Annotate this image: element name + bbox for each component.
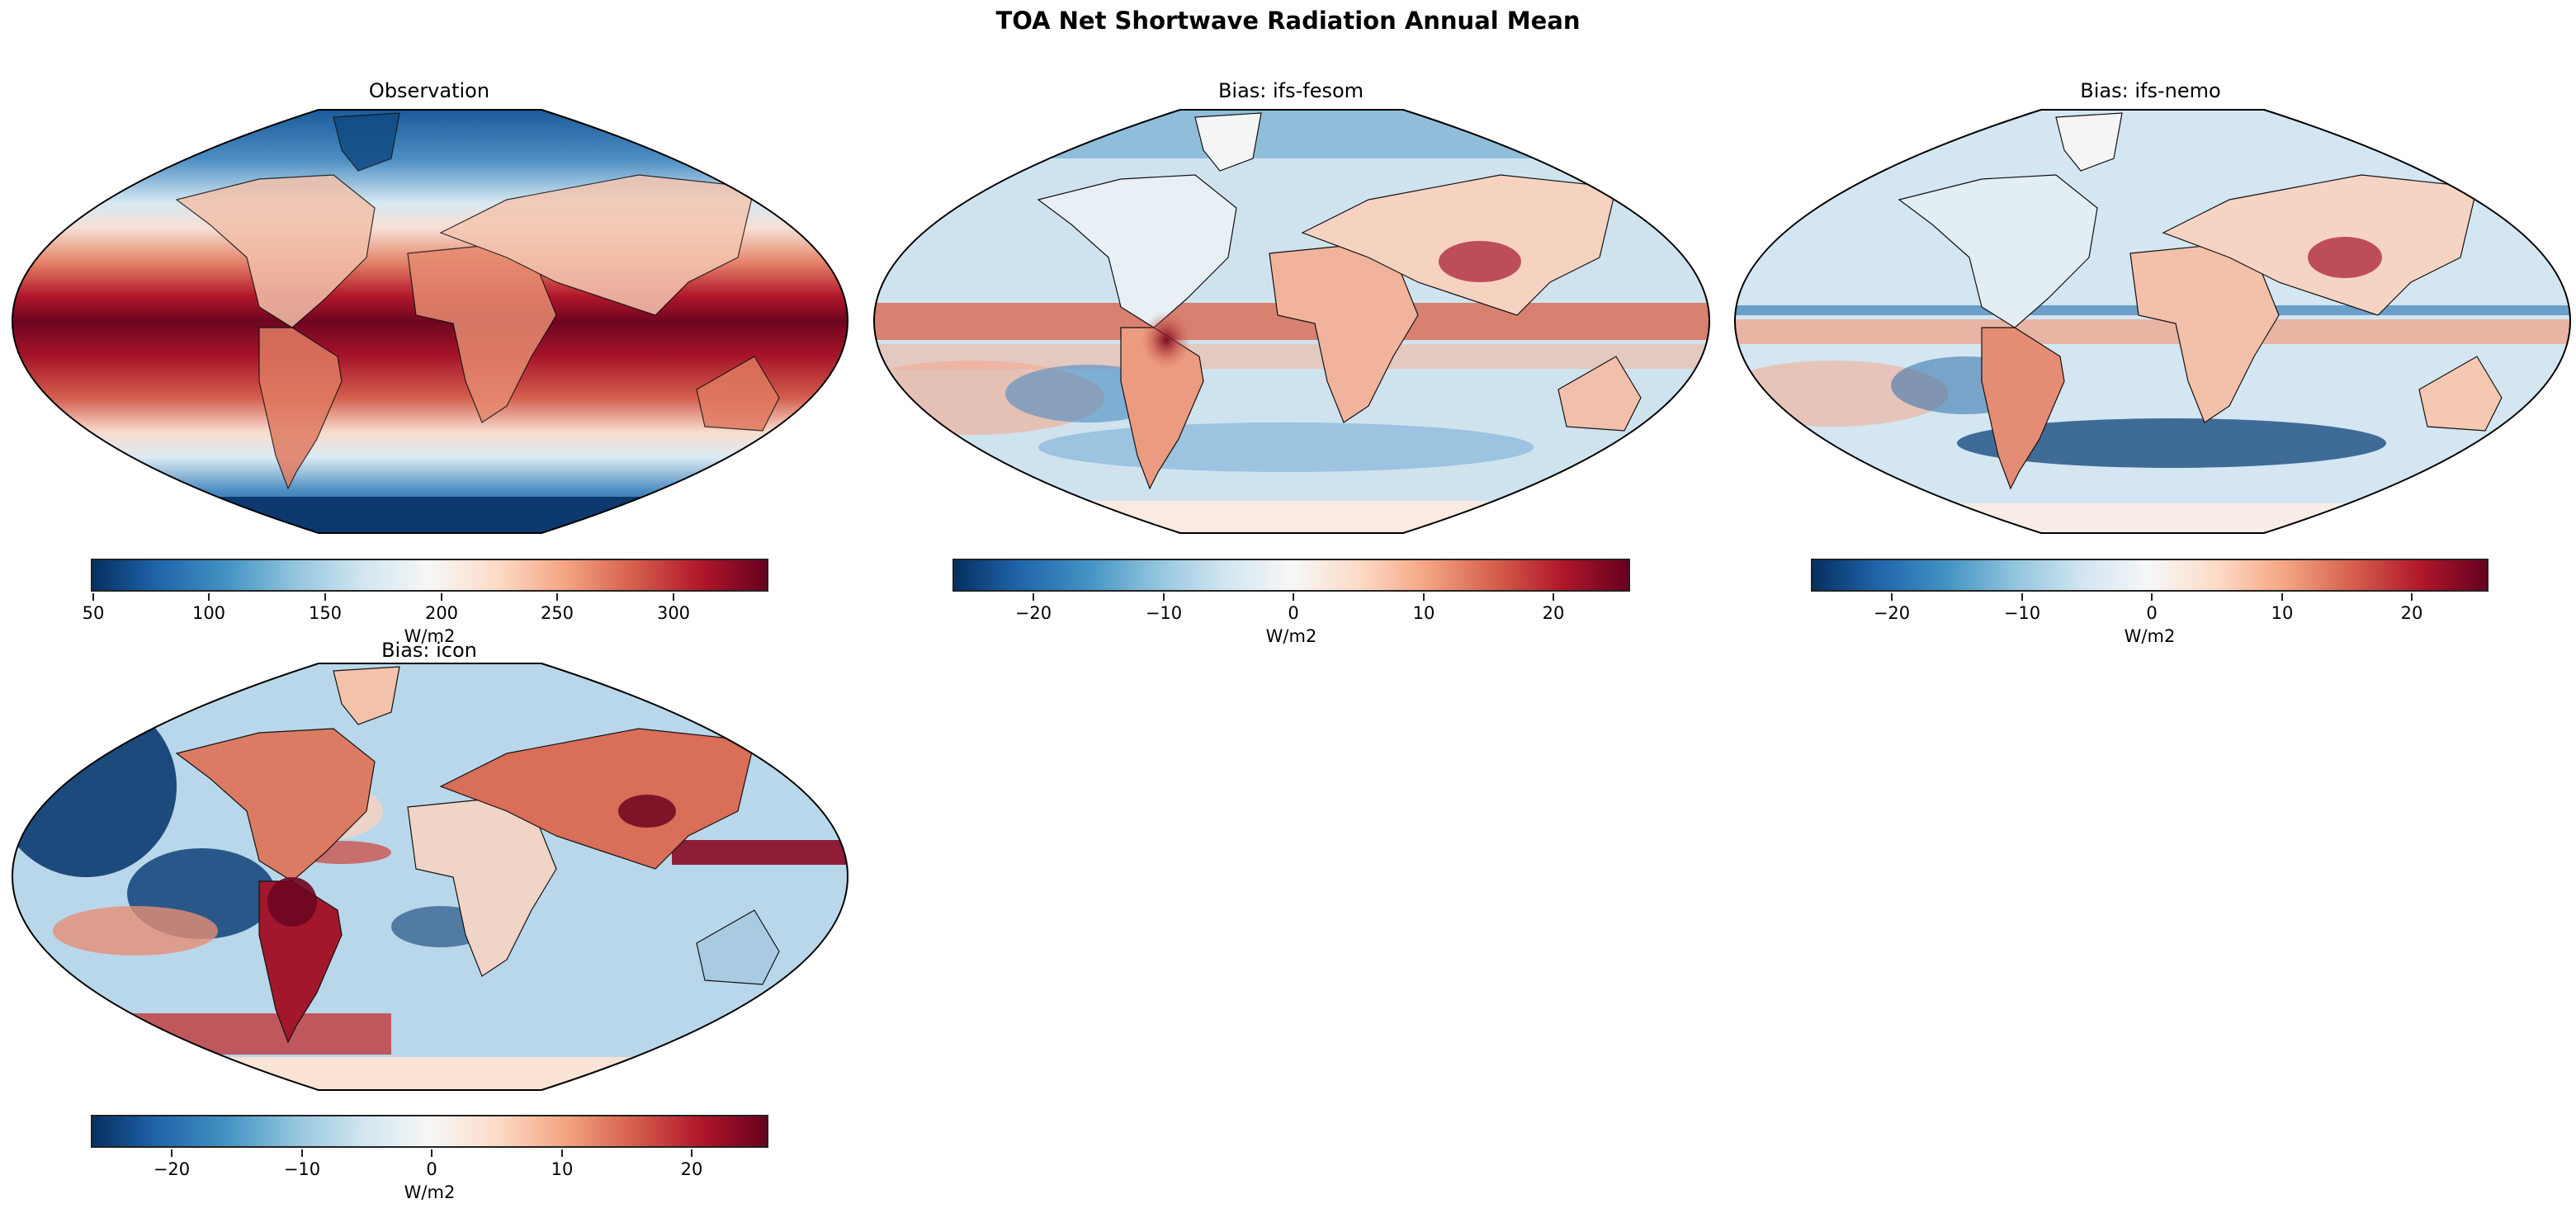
panel-bias-ifs-nemo: Bias: ifs-nemo −20 bbox=[1725, 0, 2576, 652]
tick-label: −10 bbox=[1145, 603, 1183, 623]
colorbar-label: W/m2 bbox=[404, 626, 456, 646]
map-observation bbox=[12, 109, 848, 534]
panel-bias-ifs-fesom: Bias: ifs-fesom bbox=[862, 0, 1720, 652]
tick-label: −10 bbox=[283, 1159, 321, 1179]
panel-title: Observation bbox=[368, 79, 490, 102]
panel-observation: Observation bbox=[0, 0, 858, 652]
panel-title: Bias: icon bbox=[381, 639, 477, 662]
tick-label: 250 bbox=[540, 603, 574, 623]
tick-label: 100 bbox=[191, 603, 226, 623]
tick-label: −20 bbox=[1014, 603, 1052, 623]
tick-label: 20 bbox=[1542, 603, 1565, 623]
tick-label: 10 bbox=[551, 1159, 574, 1179]
colorbar-bias-ifs-fesom: −20 −10 0 10 20 W/m2 bbox=[952, 559, 1630, 646]
tick-label: 20 bbox=[680, 1159, 703, 1179]
tick-label: 10 bbox=[2271, 603, 2294, 623]
map-bias-ifs-nemo bbox=[1734, 109, 2571, 534]
tick-label: 50 bbox=[82, 603, 105, 623]
colorbar-label: W/m2 bbox=[404, 1182, 456, 1202]
panel-bias-icon: Bias: icon bbox=[0, 635, 858, 1213]
colorbar-observation: 50 100 150 200 250 300 W/m2 bbox=[83, 559, 768, 646]
tick-label: 150 bbox=[308, 603, 343, 623]
tick-label: 0 bbox=[426, 1159, 437, 1179]
tick-label: −20 bbox=[153, 1159, 191, 1179]
colorbar-bias-ifs-nemo: −20 −10 0 10 20 W/m2 bbox=[1811, 559, 2489, 646]
colorbar-bias-icon: −20 −10 0 10 20 W/m2 bbox=[91, 1115, 768, 1202]
figure-title: TOA Net Shortwave Radiation Annual Mean bbox=[995, 7, 1581, 35]
colorbar-label: W/m2 bbox=[1265, 626, 1317, 646]
tick-label: 20 bbox=[2400, 603, 2423, 623]
panel-title: Bias: ifs-fesom bbox=[1217, 79, 1364, 102]
map-bias-icon bbox=[12, 663, 848, 1091]
tick-label: −20 bbox=[1873, 603, 1911, 623]
tick-label: 0 bbox=[2146, 603, 2158, 623]
tick-label: 200 bbox=[424, 603, 459, 623]
map-bias-ifs-fesom bbox=[873, 109, 1710, 534]
tick-label: 0 bbox=[1288, 603, 1299, 623]
panel-title: Bias: ifs-nemo bbox=[2080, 79, 2221, 102]
tick-label: 300 bbox=[656, 603, 691, 623]
tick-label: −10 bbox=[2003, 603, 2041, 623]
colorbar-label: W/m2 bbox=[2124, 626, 2176, 646]
tick-label: 10 bbox=[1412, 603, 1435, 623]
